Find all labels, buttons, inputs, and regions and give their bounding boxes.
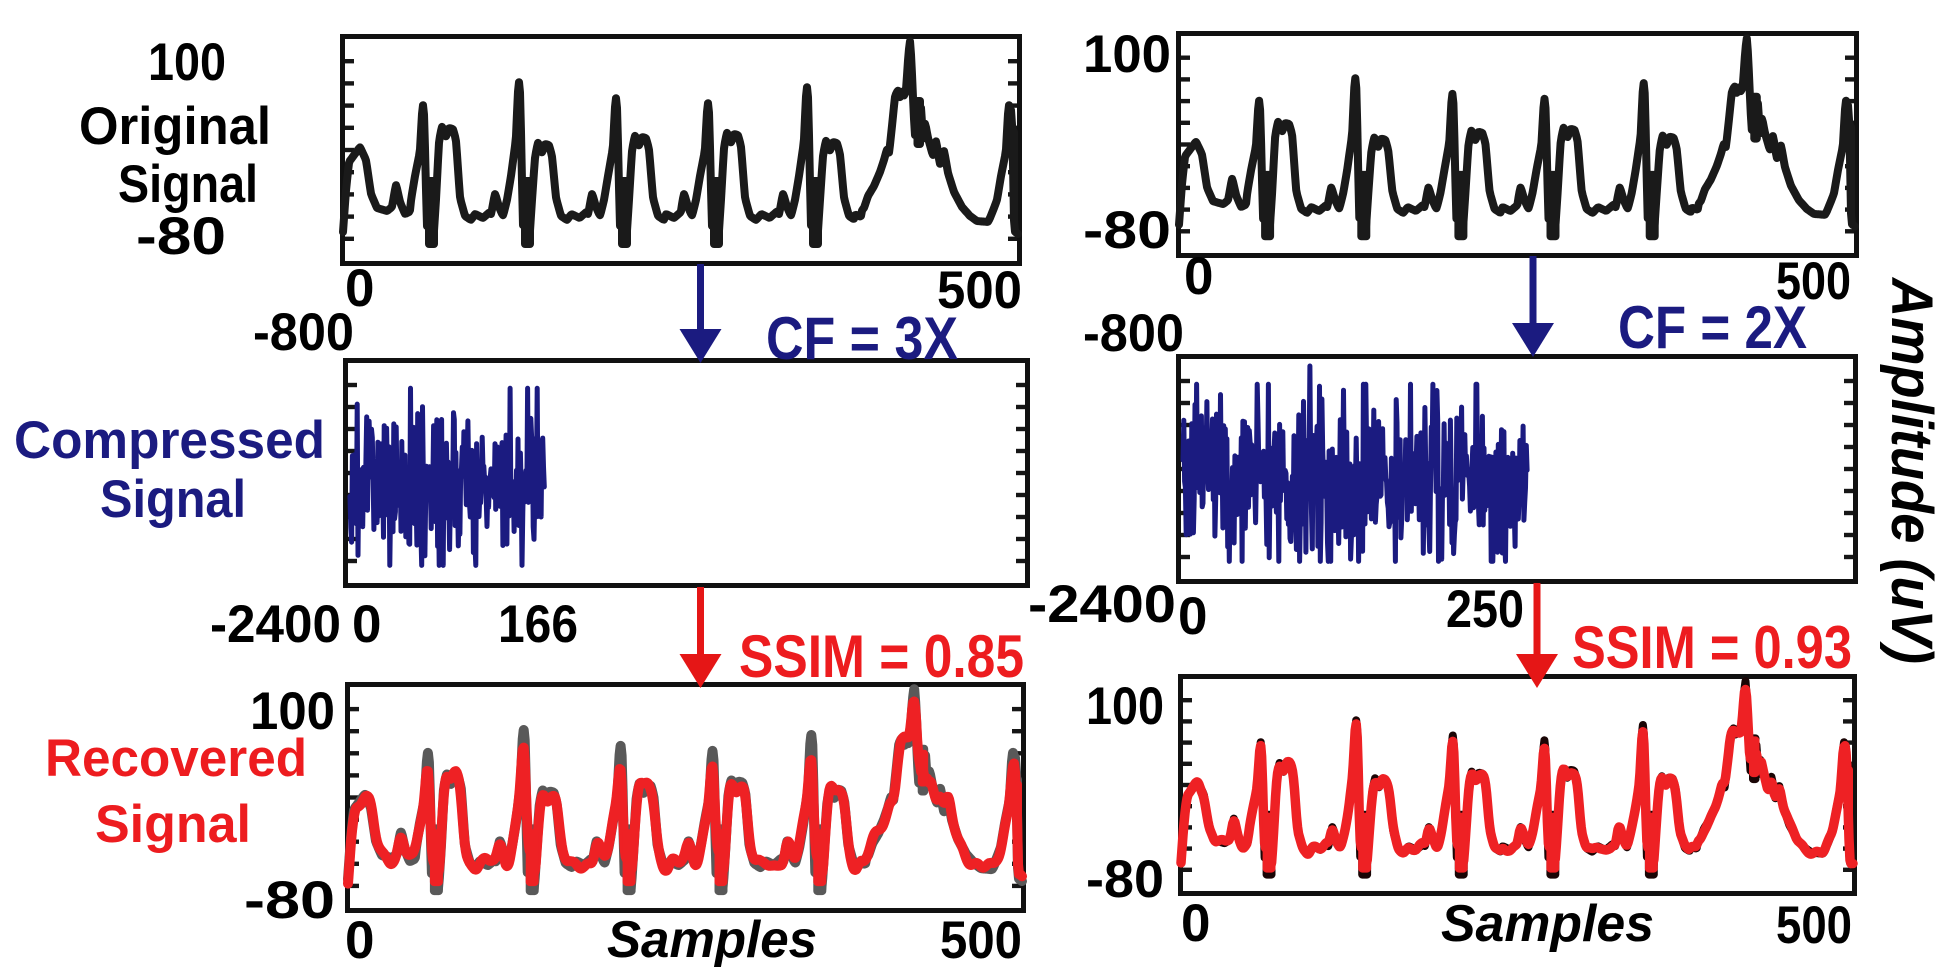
svg-text:Samples: Samples <box>607 911 817 967</box>
svg-text:0: 0 <box>352 595 381 654</box>
svg-text:Compressed: Compressed <box>14 411 325 470</box>
svg-text:-80: -80 <box>1083 201 1171 260</box>
svg-text:-2400: -2400 <box>210 595 341 654</box>
svg-text:-80: -80 <box>136 207 226 266</box>
svg-text:Amplitude (uV): Amplitude (uV) <box>1879 276 1935 664</box>
svg-text:-80: -80 <box>1086 850 1164 909</box>
svg-text:Signal: Signal <box>95 795 251 854</box>
svg-text:-800: -800 <box>1083 304 1184 363</box>
svg-text:100: 100 <box>148 33 226 92</box>
svg-text:0: 0 <box>1184 247 1213 306</box>
svg-text:-2400: -2400 <box>1028 575 1176 634</box>
svg-text:Original: Original <box>79 97 271 156</box>
svg-text:500: 500 <box>937 261 1022 320</box>
svg-text:Signal: Signal <box>118 155 258 214</box>
svg-text:SSIM = 0.85: SSIM = 0.85 <box>739 623 1024 690</box>
svg-text:SSIM = 0.93: SSIM = 0.93 <box>1572 614 1852 681</box>
svg-text:166: 166 <box>498 595 578 654</box>
svg-text:100: 100 <box>1086 677 1164 736</box>
svg-text:100: 100 <box>1083 25 1171 84</box>
svg-text:500: 500 <box>940 911 1022 967</box>
svg-text:0: 0 <box>1181 894 1210 953</box>
svg-text:CF = 3X: CF = 3X <box>766 305 958 372</box>
svg-text:0: 0 <box>1178 587 1207 646</box>
svg-text:0: 0 <box>345 911 374 967</box>
svg-text:CF = 2X: CF = 2X <box>1618 294 1807 361</box>
svg-text:500: 500 <box>1776 896 1852 955</box>
svg-text:0: 0 <box>345 259 374 318</box>
svg-text:500: 500 <box>1776 252 1851 311</box>
svg-text:-80: -80 <box>244 871 335 930</box>
svg-text:-800: -800 <box>253 303 354 362</box>
svg-text:Samples: Samples <box>1441 895 1654 953</box>
svg-text:Recovered: Recovered <box>45 729 307 788</box>
svg-text:100: 100 <box>250 682 335 741</box>
svg-text:250: 250 <box>1446 580 1524 639</box>
svg-text:Signal: Signal <box>100 470 246 529</box>
